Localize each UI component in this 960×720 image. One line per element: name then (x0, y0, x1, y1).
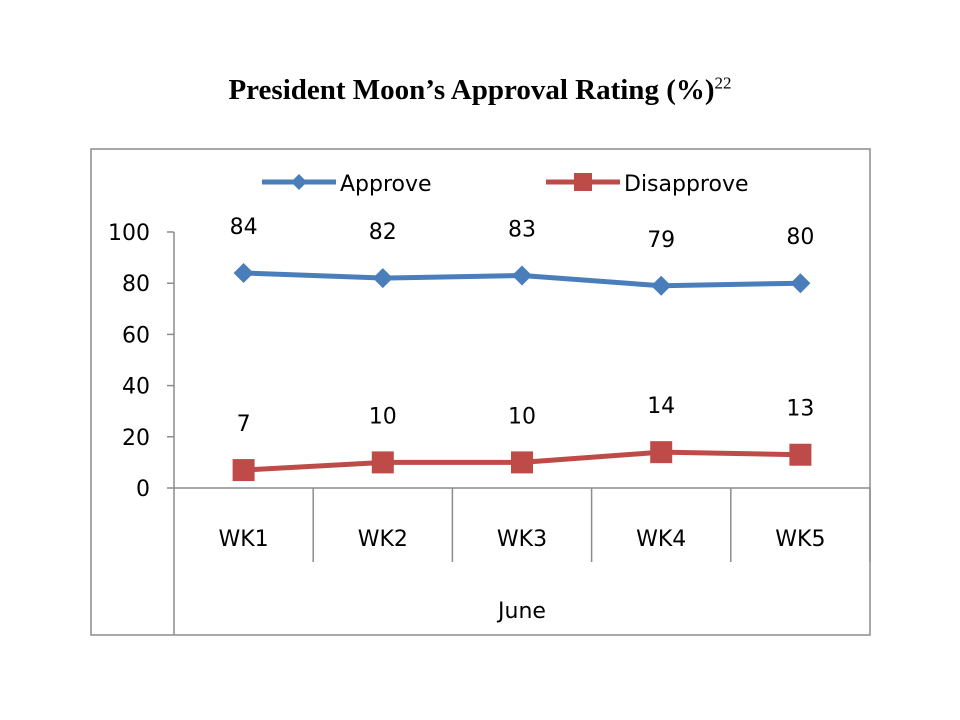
data-point-marker (789, 443, 812, 466)
x-tick-label: WK1 (219, 527, 269, 552)
data-label: 80 (786, 225, 814, 250)
data-label: 84 (230, 215, 258, 240)
data-point-marker (650, 441, 673, 464)
data-label: 10 (369, 404, 397, 429)
legend-marker-diamond (291, 174, 307, 190)
data-label: 79 (647, 228, 675, 253)
y-tick-label: 100 (108, 221, 150, 246)
legend-label: Disapprove (624, 172, 749, 197)
y-tick-label: 40 (122, 375, 150, 400)
x-tick-label: WK3 (497, 527, 547, 552)
x-tick-label: WK5 (775, 527, 825, 552)
data-point-marker (511, 451, 533, 474)
data-label: 83 (508, 218, 536, 243)
data-point-marker (790, 273, 811, 294)
y-tick-label: 80 (122, 272, 150, 297)
chart-frame (90, 148, 871, 636)
data-label: 14 (647, 394, 675, 419)
x-tick-label: WK2 (358, 527, 408, 552)
title-footnote: 22 (714, 73, 732, 93)
x-tick-label: WK4 (636, 527, 686, 552)
y-tick-label: 20 (122, 426, 150, 451)
chart-title: President Moon’s Approval Rating (%)22 (0, 74, 960, 107)
chart-title-text: President Moon’s Approval Rating (%) (228, 74, 715, 106)
data-label: 13 (786, 397, 814, 422)
series-layer: 84 82 83 79 80 7 10 10 14 13 (230, 215, 814, 482)
data-label: 7 (237, 412, 251, 437)
legend-marker-square (574, 173, 592, 191)
x-group-label: June (496, 599, 546, 624)
data-label: 10 (508, 404, 536, 429)
data-point-marker (651, 275, 672, 296)
legend: Approve Disapprove (262, 172, 749, 197)
axes: 0 20 40 60 80 100 WK1 WK2 WK3 WK4 WK5 June (108, 221, 871, 635)
y-tick-label: 0 (136, 477, 150, 502)
y-tick-label: 60 (122, 323, 150, 348)
data-point-marker (232, 459, 255, 482)
data-label: 82 (369, 220, 397, 245)
data-point-marker (512, 265, 532, 286)
legend-label: Approve (340, 172, 432, 197)
data-point-marker (371, 451, 394, 474)
data-point-marker (233, 262, 254, 283)
data-point-marker (372, 268, 393, 289)
